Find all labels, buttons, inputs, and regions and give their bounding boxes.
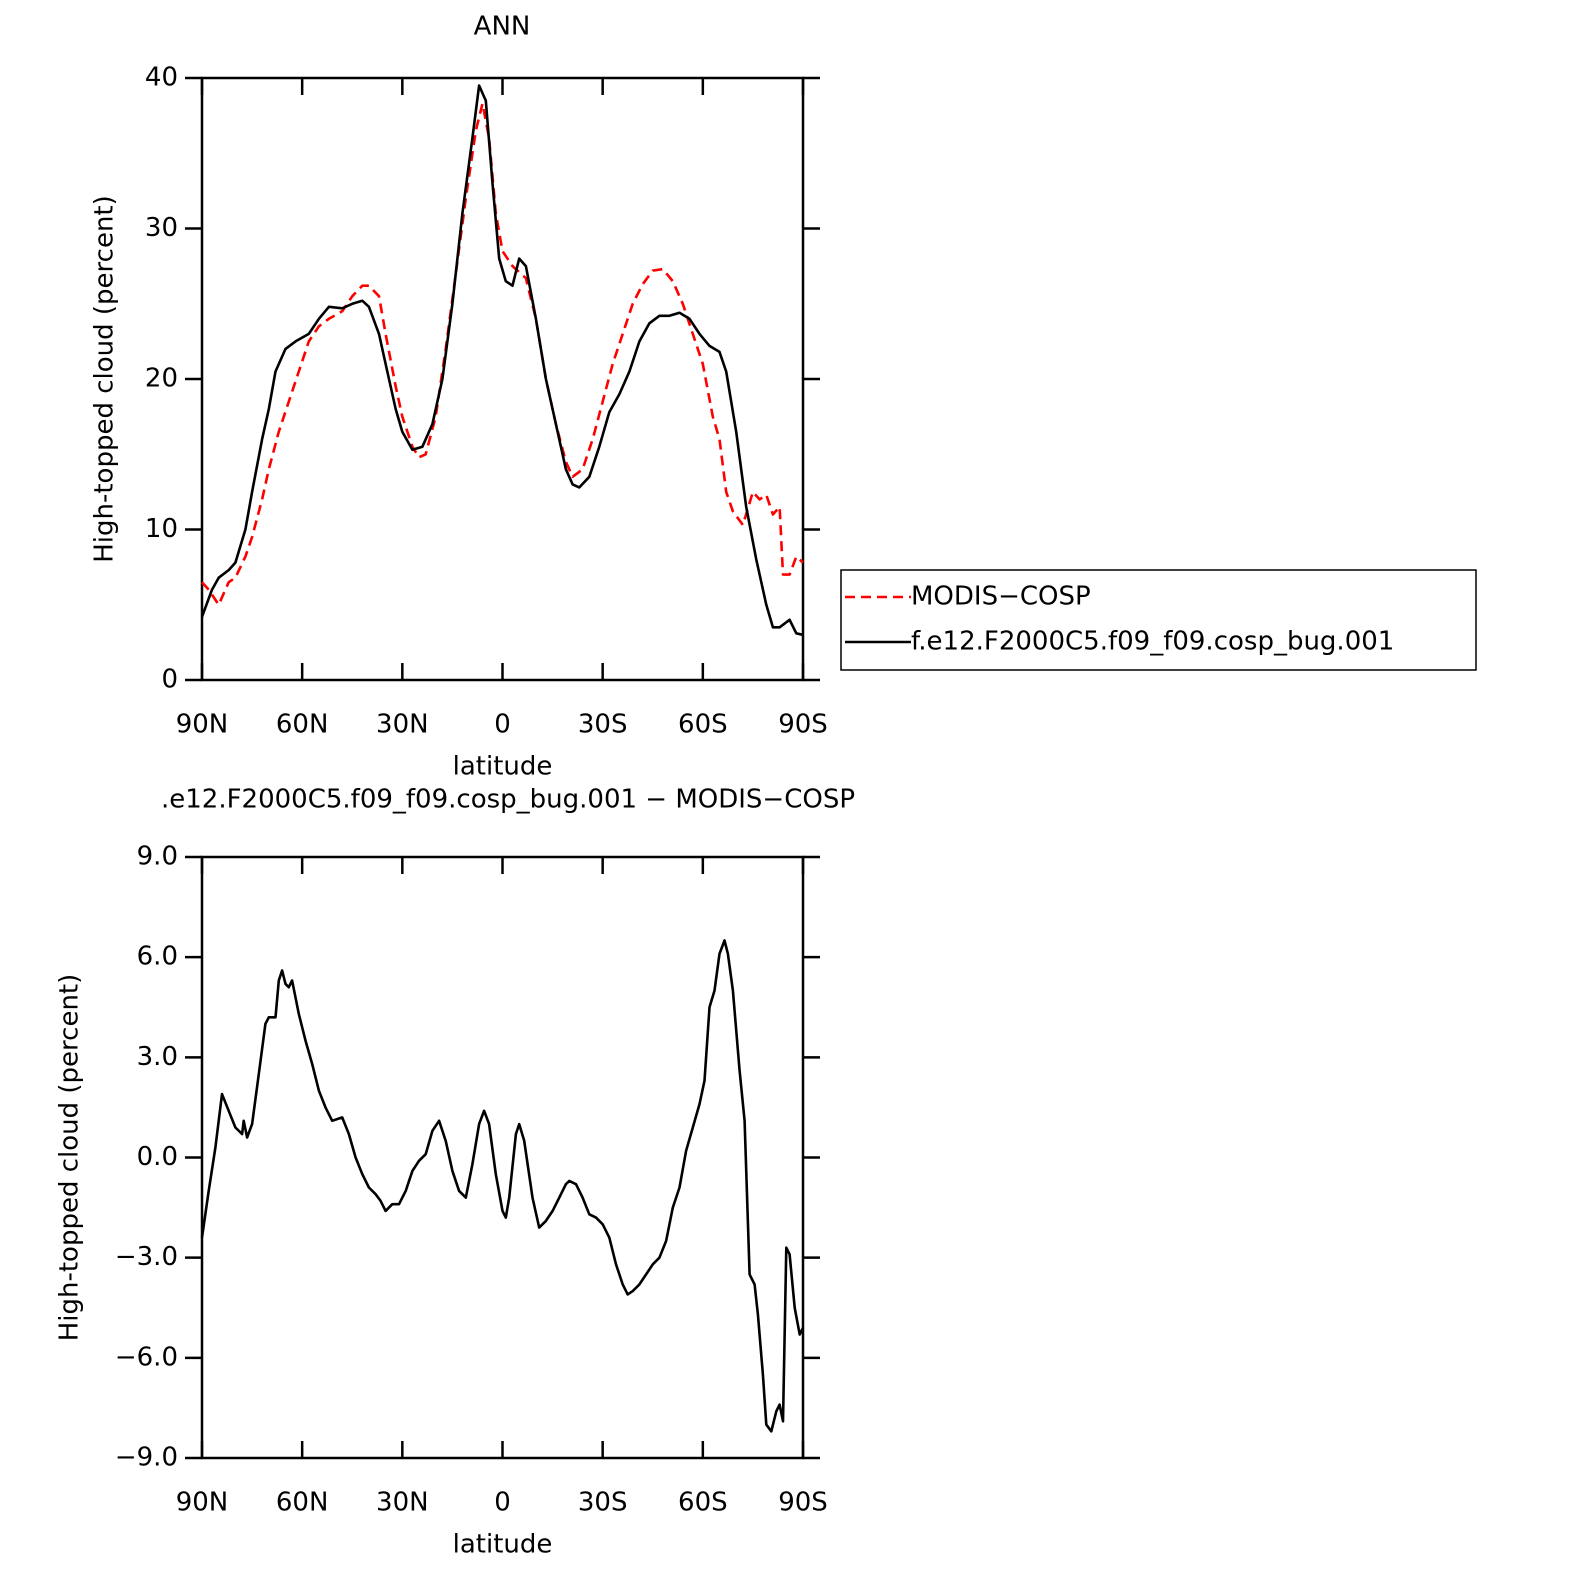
y-tick-label: 6.0 (137, 942, 178, 972)
x-tick-label: 90S (778, 710, 828, 740)
x-tick-label: 30S (578, 1488, 628, 1518)
y-tick-label: 9.0 (137, 842, 178, 872)
y-tick-label: −6.0 (115, 1342, 178, 1372)
y-tick-label: −3.0 (115, 1242, 178, 1272)
chart-title: ANN (474, 12, 531, 42)
x-tick-label: 90N (176, 710, 229, 740)
y-axis-label: High-topped cloud (percent) (90, 195, 120, 563)
y-tick-label: 0.0 (137, 1142, 178, 1172)
x-tick-label: 60S (678, 710, 728, 740)
y-tick-label: 20 (145, 364, 178, 394)
y-tick-label: 30 (145, 213, 178, 243)
x-tick-label: 0 (494, 1488, 511, 1518)
x-tick-label: 90N (176, 1488, 229, 1518)
x-tick-label: 60S (678, 1488, 728, 1518)
y-tick-label: 0 (161, 665, 178, 695)
x-tick-label: 30N (376, 1488, 429, 1518)
x-tick-label: 60N (276, 1488, 329, 1518)
plot-frame (200, 855, 805, 1460)
x-tick-label: 0 (494, 710, 511, 740)
x-tick-label: 60N (276, 710, 329, 740)
data-line (200, 939, 805, 1433)
data-line (201, 102, 804, 607)
y-axis-label: High-topped cloud (percent) (55, 974, 85, 1342)
y-tick-label: 3.0 (137, 1042, 178, 1072)
x-tick-label: 30S (578, 710, 628, 740)
y-tick-label: −9.0 (115, 1443, 178, 1473)
x-axis-label: latitude (453, 752, 553, 782)
legend-label: f.e12.F2000C5.f09_f09.cosp_bug.001 (911, 627, 1394, 657)
chart-title: .e12.F2000C5.f09_f09.cosp_bug.001 − MODI… (161, 785, 855, 815)
y-tick-label: 10 (145, 514, 178, 544)
x-tick-label: 30N (376, 710, 429, 740)
y-tick-label: 40 (145, 63, 178, 93)
data-line (200, 84, 804, 637)
x-axis-label: latitude (453, 1530, 553, 1560)
x-tick-label: 90S (778, 1488, 828, 1518)
plot-frame (200, 76, 805, 682)
legend-box (840, 569, 1477, 671)
legend-label: MODIS−COSP (911, 582, 1091, 612)
